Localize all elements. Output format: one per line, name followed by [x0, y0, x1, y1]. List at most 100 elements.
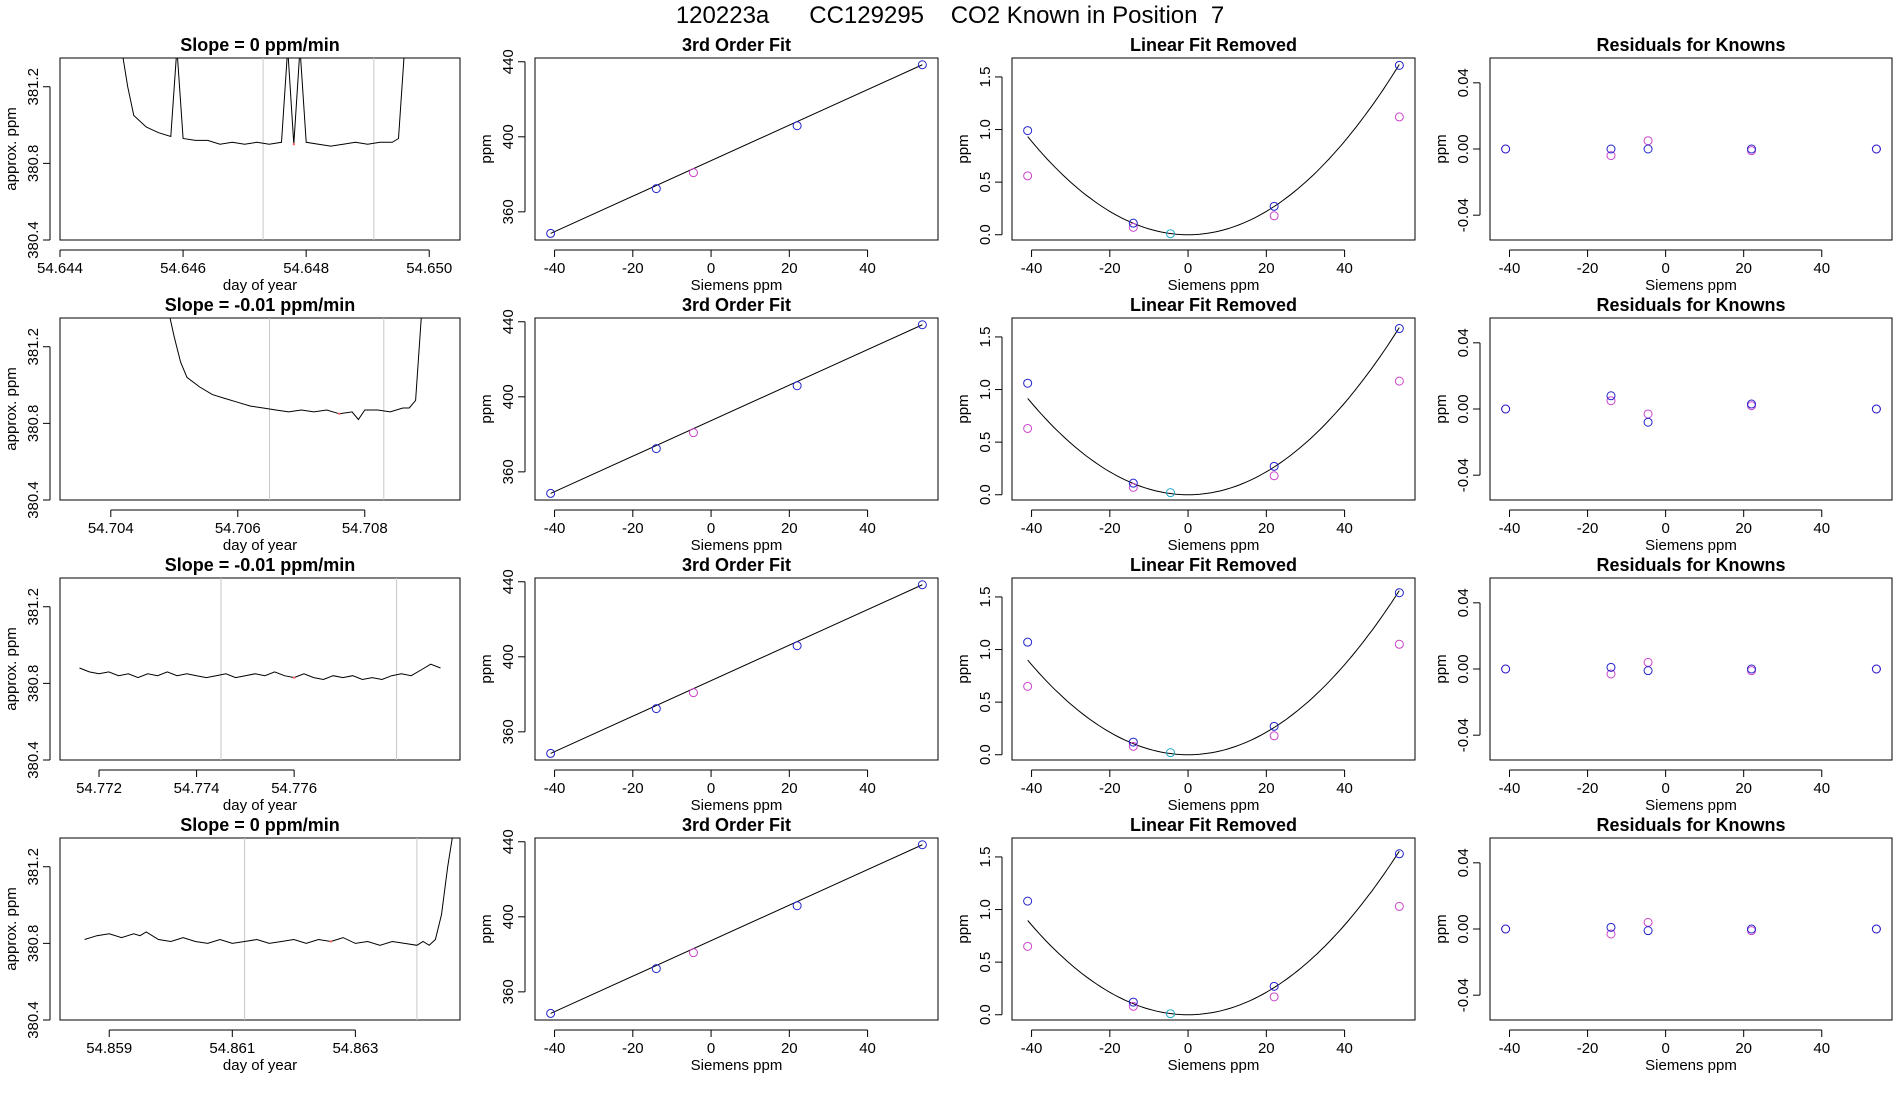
known-residual-point — [1643, 144, 1653, 154]
plot-frame — [1011, 577, 1416, 761]
sample-residual-point — [1643, 136, 1653, 146]
x-tick-label: 54.650 — [406, 260, 452, 277]
y-tick-label: 400 — [500, 904, 517, 929]
y-tick-label: 0.5 — [977, 432, 994, 453]
x-axis-label: Siemens ppm — [691, 797, 783, 814]
y-tick-label: -0.04 — [1455, 198, 1472, 232]
x-tick-label: -20 — [1099, 260, 1121, 277]
known-residual-point — [1606, 391, 1616, 401]
x-tick-label: 0 — [707, 260, 715, 277]
y-tick-label: 440 — [500, 309, 517, 334]
x-axis-label: Siemens ppm — [1645, 537, 1737, 554]
fit-line — [550, 64, 923, 234]
known-residual-point — [1643, 417, 1653, 427]
sample-point — [1128, 1001, 1138, 1011]
mean-marker — [292, 143, 296, 146]
plot-data — [1023, 60, 1404, 239]
quadratic-curve — [1027, 64, 1400, 236]
x-tick-label: 54.863 — [332, 1040, 378, 1057]
plot-frame — [1489, 837, 1893, 1021]
panel-title: Slope = -0.01 ppm/min — [165, 295, 356, 315]
sample-point — [688, 688, 698, 698]
plot-data — [1501, 657, 1881, 679]
reference-point — [1165, 748, 1175, 758]
x-tick-label: 20 — [1735, 780, 1752, 797]
x-tick-label: 40 — [1336, 780, 1353, 797]
x-tick-label: -40 — [1499, 1040, 1521, 1057]
linear-panel-row-1: Linear Fit Removed -40 -20 0 20 40 Siemens ppm… — [955, 35, 1416, 294]
y-tick-label: 1.0 — [977, 639, 994, 660]
known-residual-point — [1501, 404, 1511, 414]
sample-point — [1269, 992, 1279, 1002]
x-tick-label: 0 — [707, 1040, 715, 1057]
sample-point — [1128, 741, 1138, 751]
known-point — [1128, 997, 1138, 1007]
y-tick-label: 380.8 — [25, 665, 42, 703]
x-tick-label: 54.859 — [86, 1040, 132, 1057]
x-tick-label: -40 — [1499, 520, 1521, 537]
y-tick-label: 381.2 — [25, 328, 42, 366]
known-point — [1023, 378, 1033, 388]
sample-residual-point — [1606, 669, 1616, 679]
sample-point — [1128, 222, 1138, 232]
y-axis-label: approx. ppm — [3, 887, 20, 970]
y-axis-label: ppm — [478, 134, 495, 163]
sample-point — [1023, 681, 1033, 691]
x-tick-label: 54.861 — [209, 1040, 255, 1057]
x-tick-label: -40 — [544, 520, 566, 537]
x-tick-label: 40 — [1336, 1040, 1353, 1057]
y-tick-label: 440 — [500, 829, 517, 854]
plot-data — [1501, 136, 1881, 161]
y-tick-label: 1.0 — [977, 379, 994, 400]
known-residual-point — [1746, 664, 1756, 674]
known-point — [1023, 126, 1033, 136]
known-point — [792, 121, 802, 131]
x-tick-label: 54.774 — [174, 780, 220, 797]
y-axis-label: ppm — [478, 654, 495, 683]
y-axis-label: ppm — [478, 914, 495, 943]
panel-title: Slope = 0 ppm/min — [180, 35, 340, 55]
x-tick-label: 20 — [1735, 1040, 1752, 1057]
sample-point — [1269, 471, 1279, 481]
x-tick-label: 40 — [859, 260, 876, 277]
x-tick-label: 0 — [1184, 520, 1192, 537]
y-tick-label: 381.2 — [25, 848, 42, 886]
y-tick-label: 0.00 — [1455, 394, 1472, 423]
x-axis-label: Siemens ppm — [1168, 797, 1260, 814]
fit-panel-row-3: 3rd Order Fit -40 -20 0 20 40 Siemens ppm 360 40… — [478, 555, 939, 814]
plot-frame — [534, 317, 939, 501]
y-tick-label: 0.0 — [977, 744, 994, 765]
y-tick-label: 381.2 — [25, 68, 42, 106]
y-axis-label: ppm — [478, 394, 495, 423]
sample-point — [1394, 112, 1404, 122]
y-axis-label: ppm — [1433, 914, 1450, 943]
known-point — [792, 381, 802, 391]
sample-residual-point — [1643, 917, 1653, 927]
known-point — [792, 901, 802, 911]
y-tick-label: 0.00 — [1455, 914, 1472, 943]
known-point — [1128, 737, 1138, 747]
plot-data — [1023, 588, 1404, 758]
x-tick-label: 54.648 — [283, 260, 329, 277]
sample-residual-point — [1606, 396, 1616, 406]
linear-panel-row-2: Linear Fit Removed -40 -20 0 20 40 Siemens ppm… — [955, 295, 1416, 554]
x-tick-label: 0 — [1184, 260, 1192, 277]
mean-marker — [292, 676, 296, 679]
panel-title: Linear Fit Removed — [1130, 35, 1297, 55]
known-point — [792, 641, 802, 651]
known-point — [651, 444, 661, 454]
plot-frame — [59, 317, 461, 501]
panel-title: Residuals for Knowns — [1596, 815, 1785, 835]
x-tick-label: 20 — [1735, 260, 1752, 277]
y-tick-label: 440 — [500, 569, 517, 594]
ppm-trace-line — [169, 318, 422, 421]
mean-marker — [338, 412, 341, 415]
ppm-trace-line — [122, 58, 405, 147]
residual-panel-row-3: Residuals for Knowns -40 -20 0 20 40 Siemens p… — [1433, 555, 1893, 814]
x-tick-label: -20 — [1577, 780, 1599, 797]
x-axis-label: Siemens ppm — [1168, 537, 1260, 554]
known-point — [917, 840, 927, 850]
plot-data — [1501, 391, 1881, 427]
